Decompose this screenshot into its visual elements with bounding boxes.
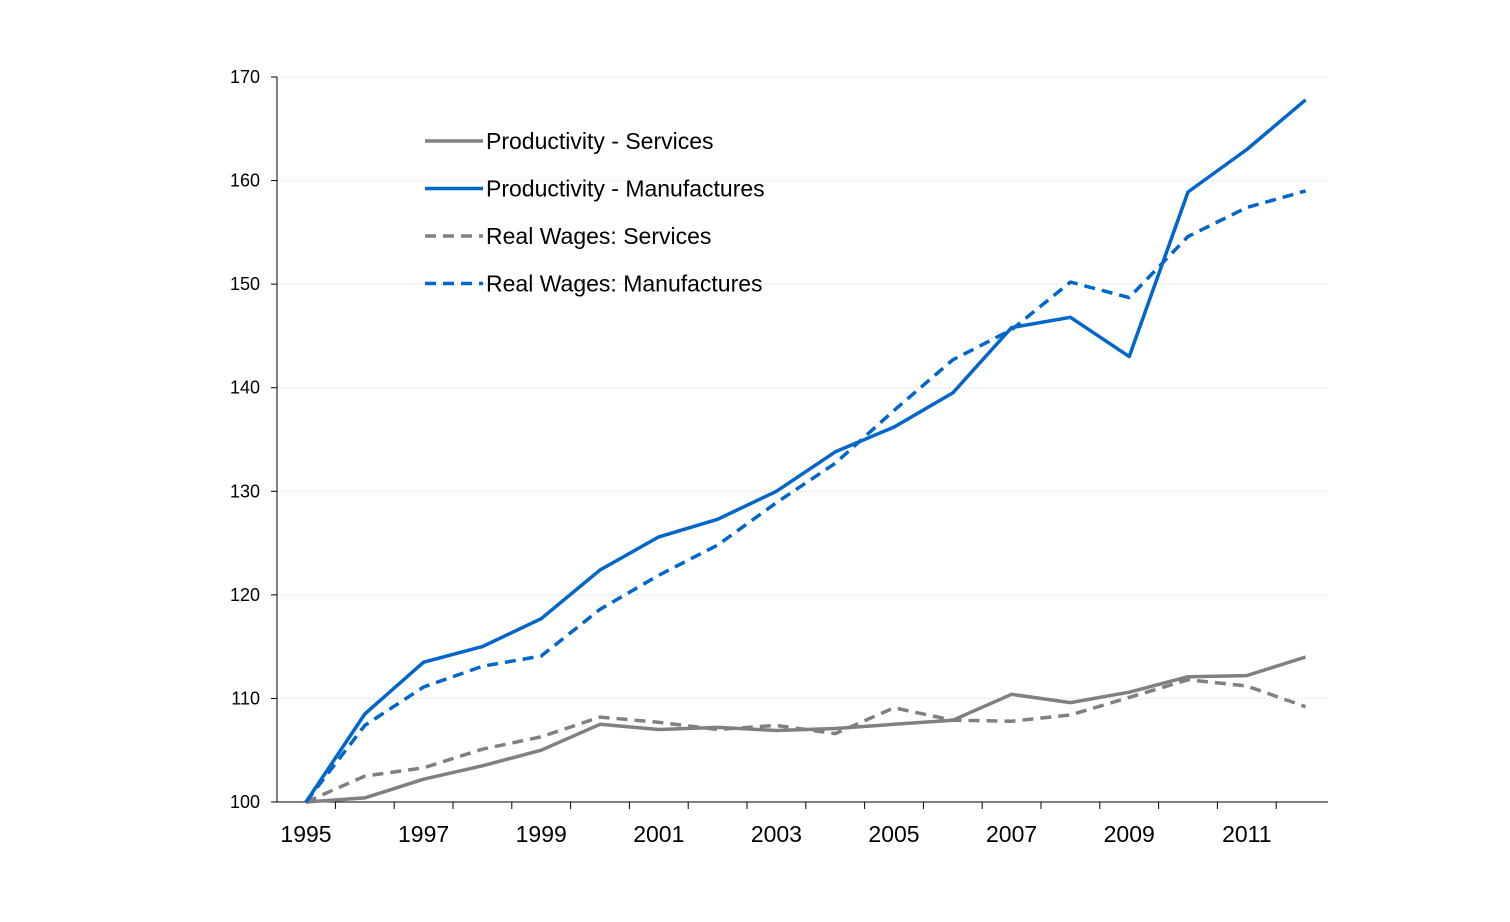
- x-tick-label: 1995: [280, 821, 331, 847]
- legend-item: Productivity - Services: [425, 128, 714, 154]
- x-tick-label: 1999: [516, 821, 567, 847]
- series-line-2: [304, 98, 1307, 803]
- y-tick-label: 120: [230, 585, 260, 605]
- y-tick-label: 140: [230, 378, 260, 398]
- y-tick-label: 110: [231, 688, 260, 708]
- y-tick-label: 100: [230, 792, 260, 812]
- x-tick-label: 1997: [398, 821, 449, 847]
- series-line-4: [304, 189, 1307, 804]
- legend-item: Real Wages: Services: [425, 223, 711, 249]
- x-tick-label: 2009: [1104, 821, 1155, 847]
- y-tick-label: 170: [230, 67, 260, 87]
- legend-label: Productivity - Services: [486, 128, 714, 154]
- legend: Productivity - Services Productivity - Ma…: [425, 128, 765, 297]
- x-tick-label: 2003: [751, 821, 802, 847]
- y-tick-label: 130: [230, 481, 260, 501]
- x-tick-label: 2001: [633, 821, 684, 847]
- y-tick-label: 150: [230, 274, 260, 294]
- legend-label: Productivity - Manufactures: [486, 176, 765, 202]
- x-tick-label: 2005: [868, 821, 919, 847]
- legend-item: Productivity - Manufactures: [425, 176, 765, 202]
- y-tick-label: 160: [230, 171, 260, 191]
- series-lines: [304, 98, 1307, 804]
- legend-item: Real Wages: Manufactures: [425, 271, 763, 297]
- x-tick-label: 2007: [986, 821, 1037, 847]
- x-tick-label: 2011: [1222, 821, 1271, 847]
- legend-label: Real Wages: Manufactures: [486, 271, 763, 297]
- legend-label: Real Wages: Services: [486, 223, 711, 249]
- series-line-3: [305, 678, 1307, 804]
- grid-lines: [277, 76, 1328, 699]
- axes: 100 110 120 130 140 150 160 170 1995 1997 1999 2001…: [230, 67, 1328, 847]
